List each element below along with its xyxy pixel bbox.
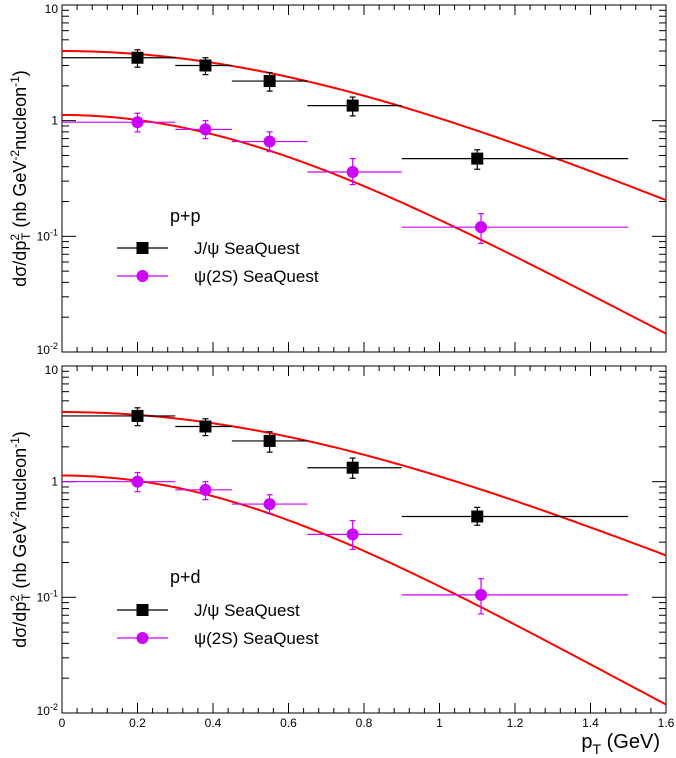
x-tick-label: 1 bbox=[436, 716, 443, 730]
data-point-square bbox=[346, 461, 359, 474]
data-point-circle bbox=[263, 498, 276, 511]
panel-label: p+d bbox=[170, 567, 201, 587]
y-tick-exponent: -2 bbox=[50, 702, 58, 712]
data-point-square bbox=[346, 99, 359, 112]
data-point-square bbox=[131, 409, 144, 422]
y-axis-label-part: -2 bbox=[8, 150, 22, 161]
data-point-circle bbox=[475, 588, 488, 601]
y-tick-label: 10 bbox=[45, 2, 59, 16]
x-tick-label: 1.2 bbox=[507, 716, 524, 730]
fit-curve bbox=[62, 50, 666, 202]
legend-marker-square bbox=[136, 604, 149, 616]
y-axis-label-part: 2 bbox=[8, 234, 22, 241]
data-point-square bbox=[471, 510, 484, 523]
legend-label: ψ(2S) SeaQuest bbox=[194, 267, 319, 286]
y-axis-label-part: nucleon bbox=[10, 87, 30, 150]
y-tick-exponent: -1 bbox=[50, 588, 58, 598]
y-axis-label-part: (nb GeV bbox=[10, 522, 30, 594]
y-tick-base: 10 bbox=[37, 229, 51, 243]
y-tick-label: 10 bbox=[45, 363, 59, 377]
x-axis-label-sub: T bbox=[593, 741, 602, 757]
x-tick-label: 0.4 bbox=[205, 716, 222, 730]
data-point-square bbox=[263, 434, 276, 447]
x-tick-label: 0.8 bbox=[356, 716, 373, 730]
panel-label: p+p bbox=[170, 206, 201, 226]
x-tick-label: 1.6 bbox=[658, 716, 675, 730]
y-tick-label: 10-2 bbox=[37, 341, 58, 357]
y-axis-label: dσ/dp2T (nb GeV-2nucleon-1) bbox=[8, 431, 33, 648]
data-point-square bbox=[199, 59, 212, 72]
data-point-square bbox=[263, 75, 276, 88]
y-tick-exponent: -1 bbox=[50, 227, 58, 237]
y-tick-label: 10-1 bbox=[37, 227, 58, 243]
y-axis-label-part: dσ/dp bbox=[10, 602, 30, 648]
y-axis-label-part: ) bbox=[10, 70, 30, 76]
plot-frame bbox=[61, 365, 667, 714]
y-axis-label-part: ) bbox=[10, 431, 30, 437]
y-tick-label: 10-2 bbox=[37, 702, 58, 718]
y-tick-base: 10 bbox=[45, 363, 59, 377]
plot-frame bbox=[61, 4, 667, 353]
y-axis-label-part: T bbox=[19, 593, 33, 601]
data-point-circle bbox=[131, 116, 144, 129]
y-axis-label-part: 2 bbox=[8, 595, 22, 602]
fit-curve bbox=[62, 474, 666, 706]
legend-marker-circle bbox=[136, 270, 149, 282]
y-tick-base: 10 bbox=[37, 704, 51, 718]
legend-label: J/ψ SeaQuest bbox=[194, 601, 300, 620]
y-tick-exponent: -2 bbox=[50, 341, 58, 351]
panel-pd: 0 0.2 0.4 0.6 0.8 1 1.2 1.4 1.610110-110-2dσ/dp2… bbox=[8, 363, 675, 730]
y-tick-label: 1 bbox=[51, 114, 58, 128]
legend-label: J/ψ SeaQuest bbox=[194, 239, 300, 258]
data-point-square bbox=[471, 152, 484, 165]
x-axis-label-main: p bbox=[581, 731, 592, 753]
y-axis-label-part: -1 bbox=[8, 76, 22, 87]
data-point-circle bbox=[346, 528, 359, 541]
legend-label: ψ(2S) SeaQuest bbox=[194, 629, 319, 648]
legend-marker-square bbox=[136, 242, 149, 254]
data-point-circle bbox=[199, 483, 212, 496]
data-point-circle bbox=[263, 135, 276, 148]
data-point-circle bbox=[475, 221, 488, 234]
y-axis-label-part: dσ/dp bbox=[10, 241, 30, 287]
y-axis-label-part: -2 bbox=[8, 511, 22, 522]
data-point-circle bbox=[131, 475, 144, 488]
legend-marker-circle bbox=[136, 632, 149, 644]
data-point-square bbox=[199, 420, 212, 433]
y-axis-label-part: nucleon bbox=[10, 448, 30, 511]
y-axis-label-part: T bbox=[19, 232, 33, 240]
x-axis-label-unit: (GeV) bbox=[601, 731, 660, 753]
x-tick-label: 1.4 bbox=[582, 716, 599, 730]
x-tick-label: 0.6 bbox=[280, 716, 297, 730]
y-tick-base: 10 bbox=[45, 2, 59, 16]
data-point-circle bbox=[199, 123, 212, 136]
y-tick-base: 10 bbox=[37, 343, 51, 357]
y-tick-base: 10 bbox=[37, 590, 51, 604]
data-point-circle bbox=[346, 165, 359, 178]
x-tick-label: 0 bbox=[59, 716, 66, 730]
y-axis-label: dσ/dp2T (nb GeV-2nucleon-1) bbox=[8, 70, 33, 287]
y-tick-label: 10-1 bbox=[37, 588, 58, 604]
y-tick-base: 1 bbox=[51, 114, 58, 128]
fit-curve bbox=[62, 411, 666, 557]
fit-curve bbox=[62, 113, 666, 335]
y-axis-label-part: -1 bbox=[8, 437, 22, 448]
y-tick-label: 1 bbox=[51, 475, 58, 489]
y-tick-base: 1 bbox=[51, 475, 58, 489]
y-axis-label-part: (nb GeV bbox=[10, 161, 30, 233]
x-axis-label: pT (GeV) bbox=[581, 731, 660, 757]
x-tick-label: 0.2 bbox=[129, 716, 146, 730]
data-point-square bbox=[131, 51, 144, 64]
